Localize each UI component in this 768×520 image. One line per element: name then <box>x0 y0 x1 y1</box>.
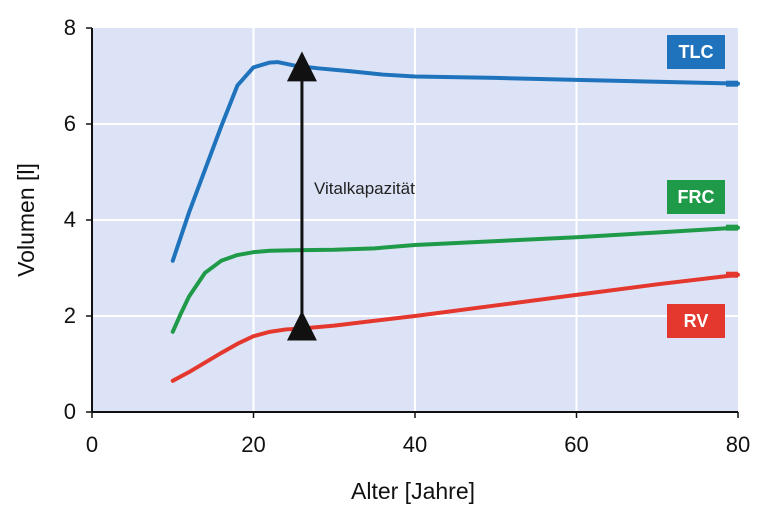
vitalkapazitaet-label: Vitalkapazität <box>314 179 415 198</box>
y-tick-label: 2 <box>64 303 76 328</box>
legend-label-tlc: TLC <box>679 42 714 62</box>
series-line-frc <box>170 225 740 334</box>
x-axis-label: Alter [Jahre] <box>351 478 475 504</box>
series-end-cap-tlc <box>726 80 738 87</box>
legend-layer: TLC FRC RV <box>667 35 725 338</box>
legend-badge-tlc <box>667 35 725 69</box>
y-tick-label: 6 <box>64 111 76 136</box>
series-line-rv <box>170 272 740 383</box>
series-end-cap-frc <box>726 224 738 231</box>
x-tick-label: 60 <box>564 432 588 457</box>
legend-badge-frc <box>667 180 725 214</box>
x-tick-label: 40 <box>403 432 427 457</box>
legend-label-rv: RV <box>684 311 709 331</box>
x-tick-label: 0 <box>86 432 98 457</box>
series-end-cap-rv <box>726 271 738 278</box>
y-tick-label: 4 <box>64 207 76 232</box>
legend-badge-rv <box>667 304 725 338</box>
x-tick-label: 20 <box>241 432 265 457</box>
y-axis-label: Volumen [l] <box>13 163 39 277</box>
legend-label-frc: FRC <box>678 187 715 207</box>
annotation-layer: Vitalkapazität <box>286 51 415 341</box>
x-tick-label: 80 <box>726 432 750 457</box>
y-tick-label: 8 <box>64 15 76 40</box>
axis-layer: 0 20 40 60 80 0 2 4 6 8 <box>64 15 750 457</box>
y-tick-label: 0 <box>64 399 76 424</box>
